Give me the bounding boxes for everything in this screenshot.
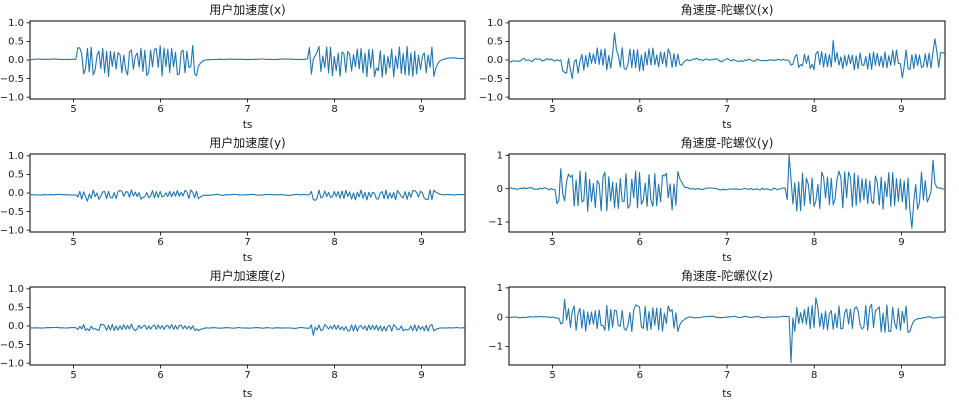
svg-text:0.5: 0.5: [8, 37, 24, 48]
svg-text:8: 8: [811, 237, 817, 248]
svg-text:0.0: 0.0: [8, 321, 24, 332]
svg-text:5: 5: [549, 237, 555, 248]
svg-text:6: 6: [637, 237, 643, 248]
svg-text:0.5: 0.5: [8, 170, 24, 181]
chart-canvas: 5 6 7 8 910−1: [488, 151, 946, 248]
svg-text:0.5: 0.5: [487, 37, 503, 48]
chart-canvas: 5 6 7 8 9 1.0 0.5 0.0 −0.5 −1.0: [479, 18, 946, 115]
svg-text:9: 9: [898, 370, 904, 381]
svg-text:0.0: 0.0: [487, 55, 503, 66]
svg-text:0.5: 0.5: [8, 303, 24, 314]
svg-text:−0.5: −0.5: [479, 74, 503, 85]
subplot-user-acceleration-z: 用户加速度(z) 5 6 7 8 9 1.0 0.5 0.0 −0.5 −1.0 ts: [0, 266, 479, 402]
svg-text:6: 6: [637, 370, 643, 381]
svg-text:0: 0: [497, 184, 503, 195]
chart-canvas: 5 6 7 8 910−1: [488, 283, 946, 381]
svg-text:1: 1: [497, 283, 503, 294]
svg-text:9: 9: [898, 237, 904, 248]
svg-text:7: 7: [724, 237, 730, 248]
svg-text:1.0: 1.0: [8, 18, 24, 29]
svg-text:9: 9: [418, 370, 424, 381]
svg-text:−0.5: −0.5: [0, 207, 24, 218]
svg-text:−1: −1: [488, 217, 503, 228]
x-axis-label: ts: [722, 252, 732, 264]
svg-text:1: 1: [497, 151, 503, 162]
svg-text:7: 7: [244, 104, 250, 115]
svg-text:8: 8: [331, 237, 337, 248]
svg-text:7: 7: [244, 237, 250, 248]
svg-text:5: 5: [70, 237, 76, 248]
svg-text:1.0: 1.0: [487, 18, 503, 29]
chart-title: 角速度-陀螺仪(z): [681, 269, 773, 283]
svg-text:9: 9: [418, 237, 424, 248]
svg-text:1.0: 1.0: [8, 151, 24, 162]
svg-text:0: 0: [497, 312, 503, 323]
x-axis-label: ts: [722, 388, 732, 400]
svg-text:−1: −1: [488, 342, 503, 353]
svg-text:1.0: 1.0: [8, 284, 24, 295]
svg-text:7: 7: [724, 370, 730, 381]
svg-text:−1.0: −1.0: [0, 358, 24, 369]
svg-text:6: 6: [157, 104, 163, 115]
svg-text:9: 9: [898, 104, 904, 115]
chart-title: 用户加速度(x): [209, 3, 286, 17]
chart-canvas: 5 6 7 8 9 1.0 0.5 0.0 −0.5 −1.0: [0, 151, 466, 248]
svg-text:5: 5: [70, 104, 76, 115]
x-axis-label: ts: [722, 119, 732, 131]
svg-text:6: 6: [637, 104, 643, 115]
x-axis-label: ts: [242, 252, 253, 264]
subplot-gyroscope-y: 角速度-陀螺仪(y) 5 6 7 8 9 1 0 −1 ts: [479, 133, 959, 266]
svg-text:−1.0: −1.0: [0, 92, 24, 103]
svg-text:5: 5: [549, 104, 555, 115]
svg-text:6: 6: [157, 370, 163, 381]
svg-text:8: 8: [331, 104, 337, 115]
svg-text:7: 7: [244, 370, 250, 381]
chart-title: 角速度-陀螺仪(x): [680, 3, 774, 17]
chart-canvas: 5 6 7 8 9 1.0 0.5 0.0 −0.5 −1.0: [0, 284, 466, 381]
subplot-gyroscope-x: 角速度-陀螺仪(x) 5 6 7 8 9 1.0 0.5 0.0 −0.5 −1.0 ts: [479, 0, 959, 133]
svg-text:−0.5: −0.5: [0, 340, 24, 351]
svg-text:8: 8: [811, 104, 817, 115]
x-axis-label: ts: [242, 119, 253, 131]
svg-text:5: 5: [549, 370, 555, 381]
svg-text:7: 7: [724, 104, 730, 115]
x-axis-label: ts: [242, 388, 253, 400]
svg-text:8: 8: [811, 370, 817, 381]
svg-text:8: 8: [331, 370, 337, 381]
svg-text:6: 6: [157, 237, 163, 248]
chart-title: 用户加速度(y): [209, 136, 286, 150]
subplot-gyroscope-z: 角速度-陀螺仪(z) 5 6 7 8 9 1 0 −1 ts: [479, 266, 959, 402]
chart-title: 角速度-陀螺仪(y): [680, 136, 774, 150]
svg-text:−1.0: −1.0: [479, 92, 503, 103]
chart-canvas: 5 6 7 8 9 1.0 0.5 0.0 −0.5 −1.0: [0, 18, 466, 115]
svg-text:−1.0: −1.0: [0, 225, 24, 236]
svg-text:9: 9: [418, 104, 424, 115]
svg-text:0.0: 0.0: [8, 188, 24, 199]
chart-title: 用户加速度(z): [209, 269, 286, 283]
subplot-user-acceleration-y: 用户加速度(y) 5 6 7 8 9 1.0 0.5 0.0 −0.5 −1.0 ts: [0, 133, 479, 266]
svg-text:−0.5: −0.5: [0, 74, 24, 85]
svg-text:5: 5: [70, 370, 76, 381]
subplot-user-acceleration-x: 用户加速度(x) 5 6 7 8 9 1.0 0.5 0.0 −0.5 −1.0 ts: [0, 0, 479, 133]
svg-text:0.0: 0.0: [8, 55, 24, 66]
